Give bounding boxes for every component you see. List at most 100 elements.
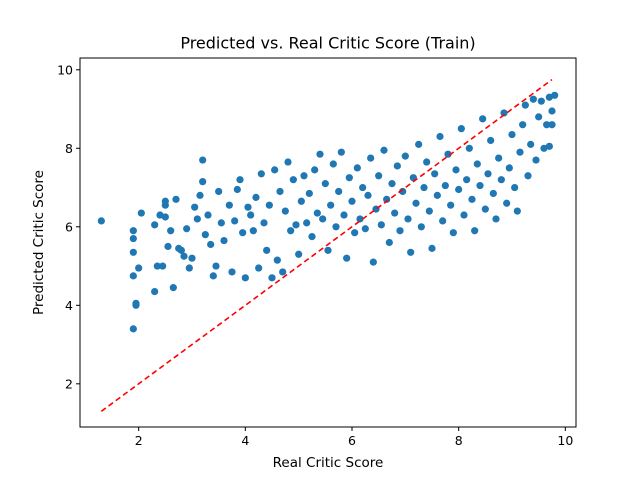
data-point — [188, 254, 196, 262]
data-point — [441, 181, 449, 190]
data-point — [503, 199, 511, 207]
data-point — [129, 272, 137, 280]
data-point — [343, 254, 351, 262]
data-point — [225, 201, 233, 209]
x-tick-label: 2 — [135, 433, 143, 448]
y-axis-label: Predicted Critic Score — [31, 170, 47, 315]
data-point — [519, 121, 527, 129]
data-point — [135, 264, 143, 272]
data-point — [204, 211, 212, 219]
data-point — [348, 197, 356, 205]
data-point — [356, 215, 364, 223]
data-point — [337, 148, 345, 156]
data-point — [508, 130, 516, 139]
data-point — [388, 180, 396, 188]
data-point — [199, 178, 207, 186]
x-tick-label: 6 — [348, 433, 356, 448]
data-point — [527, 140, 535, 148]
data-point — [209, 272, 217, 280]
data-point — [361, 225, 369, 233]
data-point — [548, 107, 556, 115]
data-point — [217, 219, 225, 227]
data-point — [268, 274, 276, 282]
data-point — [476, 181, 484, 190]
data-point — [271, 166, 279, 174]
data-point — [297, 197, 305, 205]
data-point — [129, 234, 137, 243]
chart-title: Predicted vs. Real Critic Score (Train) — [180, 34, 475, 53]
data-point — [492, 215, 500, 223]
reference-line — [100, 78, 553, 412]
data-point — [473, 160, 481, 168]
data-point — [548, 121, 556, 129]
data-point — [353, 164, 361, 172]
data-point — [481, 205, 489, 213]
data-point — [300, 172, 308, 180]
data-point — [281, 207, 289, 215]
data-point — [401, 152, 409, 160]
data-point — [377, 221, 385, 229]
data-point — [289, 176, 297, 184]
data-point — [207, 240, 215, 249]
y-axis: 2 4 6 8 10 — [57, 62, 80, 391]
data-point — [255, 264, 263, 272]
data-point — [511, 183, 519, 192]
data-point — [455, 185, 463, 194]
data-point — [129, 227, 137, 235]
data-point — [420, 183, 428, 192]
x-axis: 2 4 6 8 10 — [135, 427, 573, 448]
data-point — [359, 183, 367, 192]
data-point — [529, 95, 537, 103]
data-point — [305, 189, 313, 198]
x-tick-label: 8 — [455, 433, 463, 448]
y-tick-label: 8 — [65, 141, 73, 156]
data-point — [199, 156, 207, 164]
data-point — [201, 231, 209, 239]
data-point — [431, 170, 439, 178]
data-point — [513, 207, 521, 215]
data-point — [276, 187, 284, 196]
data-point — [279, 268, 287, 276]
data-point — [452, 166, 460, 174]
data-point — [292, 221, 300, 229]
data-point — [399, 187, 407, 196]
data-point — [468, 195, 476, 203]
data-point — [444, 150, 452, 158]
data-point — [489, 189, 497, 198]
data-point — [532, 156, 540, 164]
data-point — [241, 274, 249, 282]
data-point — [196, 191, 204, 199]
data-point — [260, 219, 268, 227]
data-point — [367, 154, 375, 162]
data-point — [463, 176, 471, 184]
y-tick-label: 2 — [65, 376, 73, 391]
data-point — [228, 268, 236, 276]
data-point — [239, 229, 247, 237]
data-point — [164, 242, 172, 251]
data-point — [287, 227, 295, 235]
data-point — [407, 248, 415, 256]
data-point — [516, 148, 524, 156]
data-point — [180, 252, 188, 260]
y-tick-label: 6 — [65, 219, 73, 234]
data-point — [191, 203, 199, 211]
data-point — [329, 160, 337, 168]
data-point — [327, 201, 335, 209]
data-point — [439, 217, 447, 225]
data-point — [423, 158, 431, 166]
data-point — [460, 211, 468, 219]
data-point — [471, 227, 479, 235]
data-point — [479, 115, 487, 123]
data-point — [412, 199, 420, 207]
data-point — [161, 213, 169, 221]
data-point — [428, 244, 436, 252]
data-point — [391, 209, 399, 217]
data-point — [303, 219, 311, 227]
data-point — [153, 262, 161, 270]
data-point — [97, 217, 105, 225]
data-point — [524, 172, 532, 180]
data-point — [393, 162, 401, 170]
data-point — [380, 146, 388, 154]
data-point — [545, 142, 553, 150]
